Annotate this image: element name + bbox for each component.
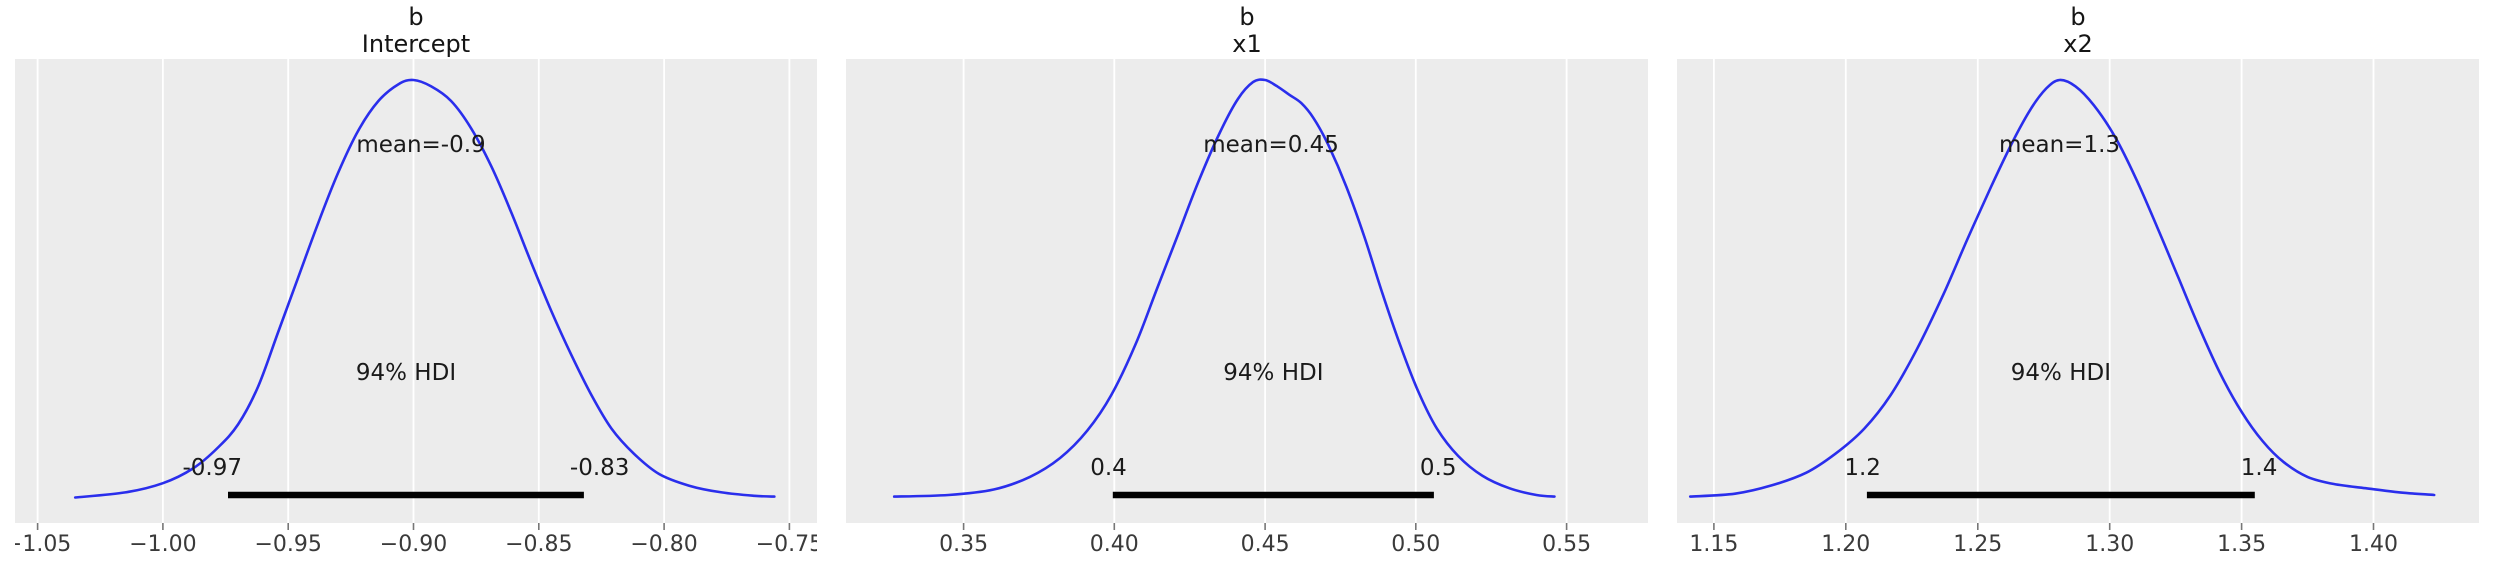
x-tick-label: 0.55	[1542, 532, 1591, 557]
x-tick-label: 1.30	[2085, 532, 2134, 557]
hdi-upper-label: 0.5	[1420, 455, 1457, 481]
x-tick-label: −1.00	[129, 532, 196, 557]
kde-curve	[892, 78, 1556, 498]
panel-title-param: Intercept	[361, 30, 471, 58]
panel-title-group: b	[2070, 3, 2086, 31]
hdi-upper-label: -0.83	[570, 455, 630, 481]
x-tick-label: 1.40	[2349, 532, 2398, 557]
kde-plot-intercept: −1.05 −1.00 −0.95 −0.90 −0.85 −0.80 −0.75 mean=…	[15, 59, 817, 557]
posterior-panel-x1: b x1 0.35 0.40 0.45 0.50 0.55 mean=0.45 94% HD…	[846, 0, 1648, 563]
panel-title-group: b	[408, 3, 424, 31]
kde-plot-x1: 0.35 0.40 0.45 0.50 0.55 mean=0.45 94% HDI 0.4 0…	[846, 59, 1648, 557]
hdi-upper-label: 1.4	[2241, 455, 2278, 481]
x-tick-label: −0.85	[505, 532, 572, 557]
hdi-lower-label: -0.97	[182, 455, 242, 481]
x-tick-label: −0.75	[756, 532, 817, 557]
x-tick-label: −1.05	[15, 532, 71, 557]
panel-title-group: b	[1239, 3, 1255, 31]
plot-area-background	[15, 59, 817, 523]
x-tick-label: 1.20	[1821, 532, 1870, 557]
panel-title: b Intercept	[15, 0, 817, 59]
mean-label: mean=-0.9	[356, 132, 485, 158]
panel-title: b x1	[846, 0, 1648, 59]
hdi-label: 94% HDI	[2011, 360, 2111, 386]
x-tick-label: 0.50	[1391, 532, 1440, 557]
panel-title-param: x1	[1232, 30, 1262, 58]
plot-area-background	[1677, 59, 2479, 523]
mean-label: mean=1.3	[1999, 132, 2120, 158]
x-tick-label: −0.95	[254, 532, 321, 557]
x-tick-label: 1.35	[2217, 532, 2266, 557]
x-tick-label: −0.80	[630, 532, 697, 557]
x-tick-label: 0.35	[939, 532, 988, 557]
panel-title-param: x2	[2063, 30, 2093, 58]
plot-area-background	[846, 59, 1648, 523]
x-tick-label: 1.25	[1953, 532, 2002, 557]
panel-title: b x2	[1677, 0, 2479, 59]
posterior-panel-x2: b x2 1.15 1.20 1.25 1.30 1.35 1.40 mean=1.3 94%…	[1677, 0, 2479, 563]
hdi-label: 94% HDI	[356, 360, 456, 386]
kde-plot-x2: 1.15 1.20 1.25 1.30 1.35 1.40 mean=1.3 94% HDI 1…	[1677, 59, 2479, 557]
x-tick-label: 0.40	[1090, 532, 1139, 557]
kde-curve	[73, 78, 776, 499]
mean-label: mean=0.45	[1203, 132, 1339, 158]
posterior-panel-intercept: b Intercept −1.05 −1.00 −0.95 −0.90 −0.85 −0.…	[15, 0, 817, 563]
hdi-lower-label: 0.4	[1090, 455, 1127, 481]
kde-curve	[1688, 78, 2436, 498]
hdi-lower-label: 1.2	[1844, 455, 1881, 481]
x-tick-label: −0.90	[380, 532, 447, 557]
x-tick-label: 1.15	[1689, 532, 1738, 557]
hdi-label: 94% HDI	[1223, 360, 1323, 386]
x-tick-label: 0.45	[1241, 532, 1290, 557]
